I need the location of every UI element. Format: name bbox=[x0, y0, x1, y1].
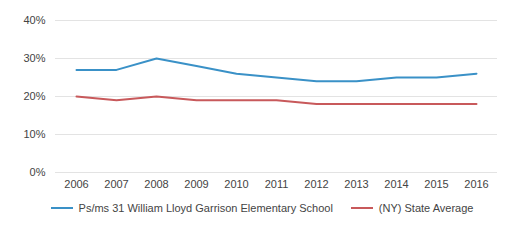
svg-text:0%: 0% bbox=[30, 166, 46, 178]
svg-text:2006: 2006 bbox=[64, 178, 88, 190]
svg-text:30%: 30% bbox=[23, 52, 45, 64]
html-text:Ps/ms 31 William Lloyd Garriso: Ps/ms 31 William Lloyd Garrison Elementa… bbox=[78, 202, 333, 214]
svg-text:2012: 2012 bbox=[304, 178, 328, 190]
svg-text:2015: 2015 bbox=[424, 178, 448, 190]
svg-text:2016: 2016 bbox=[464, 178, 488, 190]
svg-text:10%: 10% bbox=[23, 128, 45, 140]
svg-text:2007: 2007 bbox=[104, 178, 128, 190]
html-text:(NY) State Average: (NY) State Average bbox=[378, 202, 474, 214]
svg-text:20%: 20% bbox=[23, 90, 45, 102]
svg-text:2008: 2008 bbox=[144, 178, 168, 190]
svg-text:2011: 2011 bbox=[265, 178, 289, 190]
svg-text:2009: 2009 bbox=[184, 178, 208, 190]
svg-text:2014: 2014 bbox=[384, 178, 408, 190]
svg-text:40%: 40% bbox=[23, 14, 45, 26]
svg-text:2010: 2010 bbox=[224, 178, 248, 190]
svg-text:2013: 2013 bbox=[344, 178, 368, 190]
